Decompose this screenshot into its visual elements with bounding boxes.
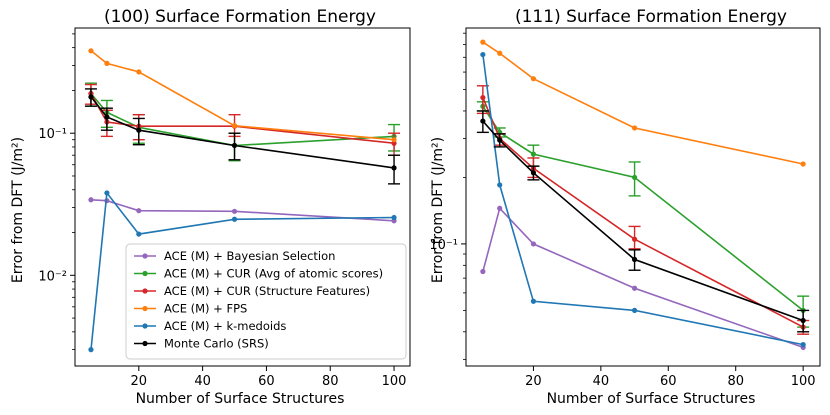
data-point — [530, 151, 537, 157]
y-tick-label: 10⁻¹ — [429, 238, 458, 253]
legend-label: ACE (M) + CUR (Avg of atomic scores) — [164, 267, 383, 281]
x-axis-label: Number of Surface Structures — [547, 391, 756, 407]
plot-frame — [74, 27, 411, 367]
data-point — [231, 142, 238, 149]
x-tick-label: 40 — [194, 374, 211, 389]
data-point — [88, 347, 94, 353]
legend-marker — [142, 305, 148, 312]
x-axis-label: Number of Surface Structures — [136, 391, 345, 407]
data-point — [631, 285, 638, 291]
data-point — [530, 76, 537, 82]
data-point — [104, 114, 110, 120]
data-point — [391, 165, 397, 171]
data-point — [800, 161, 806, 167]
series-line — [482, 206, 804, 349]
data-point — [530, 298, 537, 304]
data-point — [480, 268, 486, 275]
x-tick-label: 20 — [131, 374, 148, 389]
data-point — [391, 214, 397, 221]
legend-label: ACE (M) + k-medoids — [164, 319, 286, 333]
x-tick-label: 40 — [593, 374, 610, 389]
x-tick-label: 100 — [382, 374, 407, 389]
data-point — [88, 94, 94, 100]
data-point — [104, 60, 110, 66]
data-point — [631, 236, 638, 242]
series-line — [90, 96, 395, 169]
series-line — [482, 105, 804, 312]
data-point — [231, 123, 238, 129]
data-point — [231, 216, 238, 222]
legend-marker — [142, 340, 148, 347]
panel-100-surface: (100) Surface Formation Energy Number of… — [10, 7, 411, 407]
x-tick-label: 80 — [322, 374, 339, 389]
legend-label: Monte Carlo (SRS) — [164, 337, 269, 351]
legend-marker — [142, 253, 148, 259]
data-point — [480, 51, 486, 58]
x-tick-label: 60 — [660, 374, 677, 389]
panel-111-surface: (111) Surface Formation Energy Number of… — [429, 7, 821, 407]
data-point — [480, 118, 486, 124]
legend-marker — [142, 270, 148, 277]
data-point — [391, 137, 397, 143]
legend-marker — [142, 323, 148, 329]
data-point — [631, 125, 638, 131]
data-point — [136, 208, 142, 214]
legend-label: ACE (M) + CUR (Structure Features) — [164, 284, 370, 298]
plot-frame — [465, 27, 821, 367]
x-tick-label: 80 — [727, 374, 744, 389]
data-point — [497, 182, 503, 188]
data-point — [136, 231, 142, 237]
legend-label: ACE (M) + Bayesian Selection — [164, 249, 335, 263]
data-point — [136, 127, 142, 133]
data-point — [530, 170, 537, 176]
data-point — [480, 39, 486, 45]
chart-title: (100) Surface Formation Energy — [104, 7, 376, 27]
data-point — [800, 317, 806, 324]
data-point — [136, 69, 142, 75]
data-point — [530, 241, 537, 247]
y-tick-label: 10⁻¹ — [38, 127, 67, 142]
plot-area: 20 40 60 80 100 10⁻¹ — [429, 27, 821, 389]
y-tick-label: 10⁻² — [38, 269, 67, 284]
data-point — [497, 137, 503, 143]
data-point — [231, 208, 238, 214]
data-point — [497, 205, 503, 211]
chart-title: (111) Surface Formation Energy — [515, 7, 787, 27]
legend-marker — [142, 288, 148, 294]
x-tick-label: 100 — [791, 374, 816, 389]
data-point — [88, 197, 94, 203]
y-axis-label: Error from DFT (J/m²) — [430, 137, 446, 283]
data-point — [631, 307, 638, 313]
x-tick-label: 20 — [525, 374, 542, 389]
data-point — [88, 48, 94, 54]
legend-box — [125, 243, 407, 360]
x-tick-label: 60 — [258, 374, 275, 389]
y-axis-label: Error from DFT (J/m²) — [10, 137, 26, 283]
data-point — [800, 341, 806, 348]
plot-area: 20 40 60 80 100 10⁻² 10⁻¹ — [38, 27, 411, 389]
data-point — [104, 190, 110, 196]
data-point — [497, 50, 503, 56]
data-point — [631, 174, 638, 181]
legend: ACE (M) + Bayesian Selection ACE (M) + CU… — [125, 243, 407, 360]
data-point — [480, 94, 486, 101]
data-point — [631, 256, 638, 263]
legend-label: ACE (M) + FPS — [164, 302, 247, 316]
